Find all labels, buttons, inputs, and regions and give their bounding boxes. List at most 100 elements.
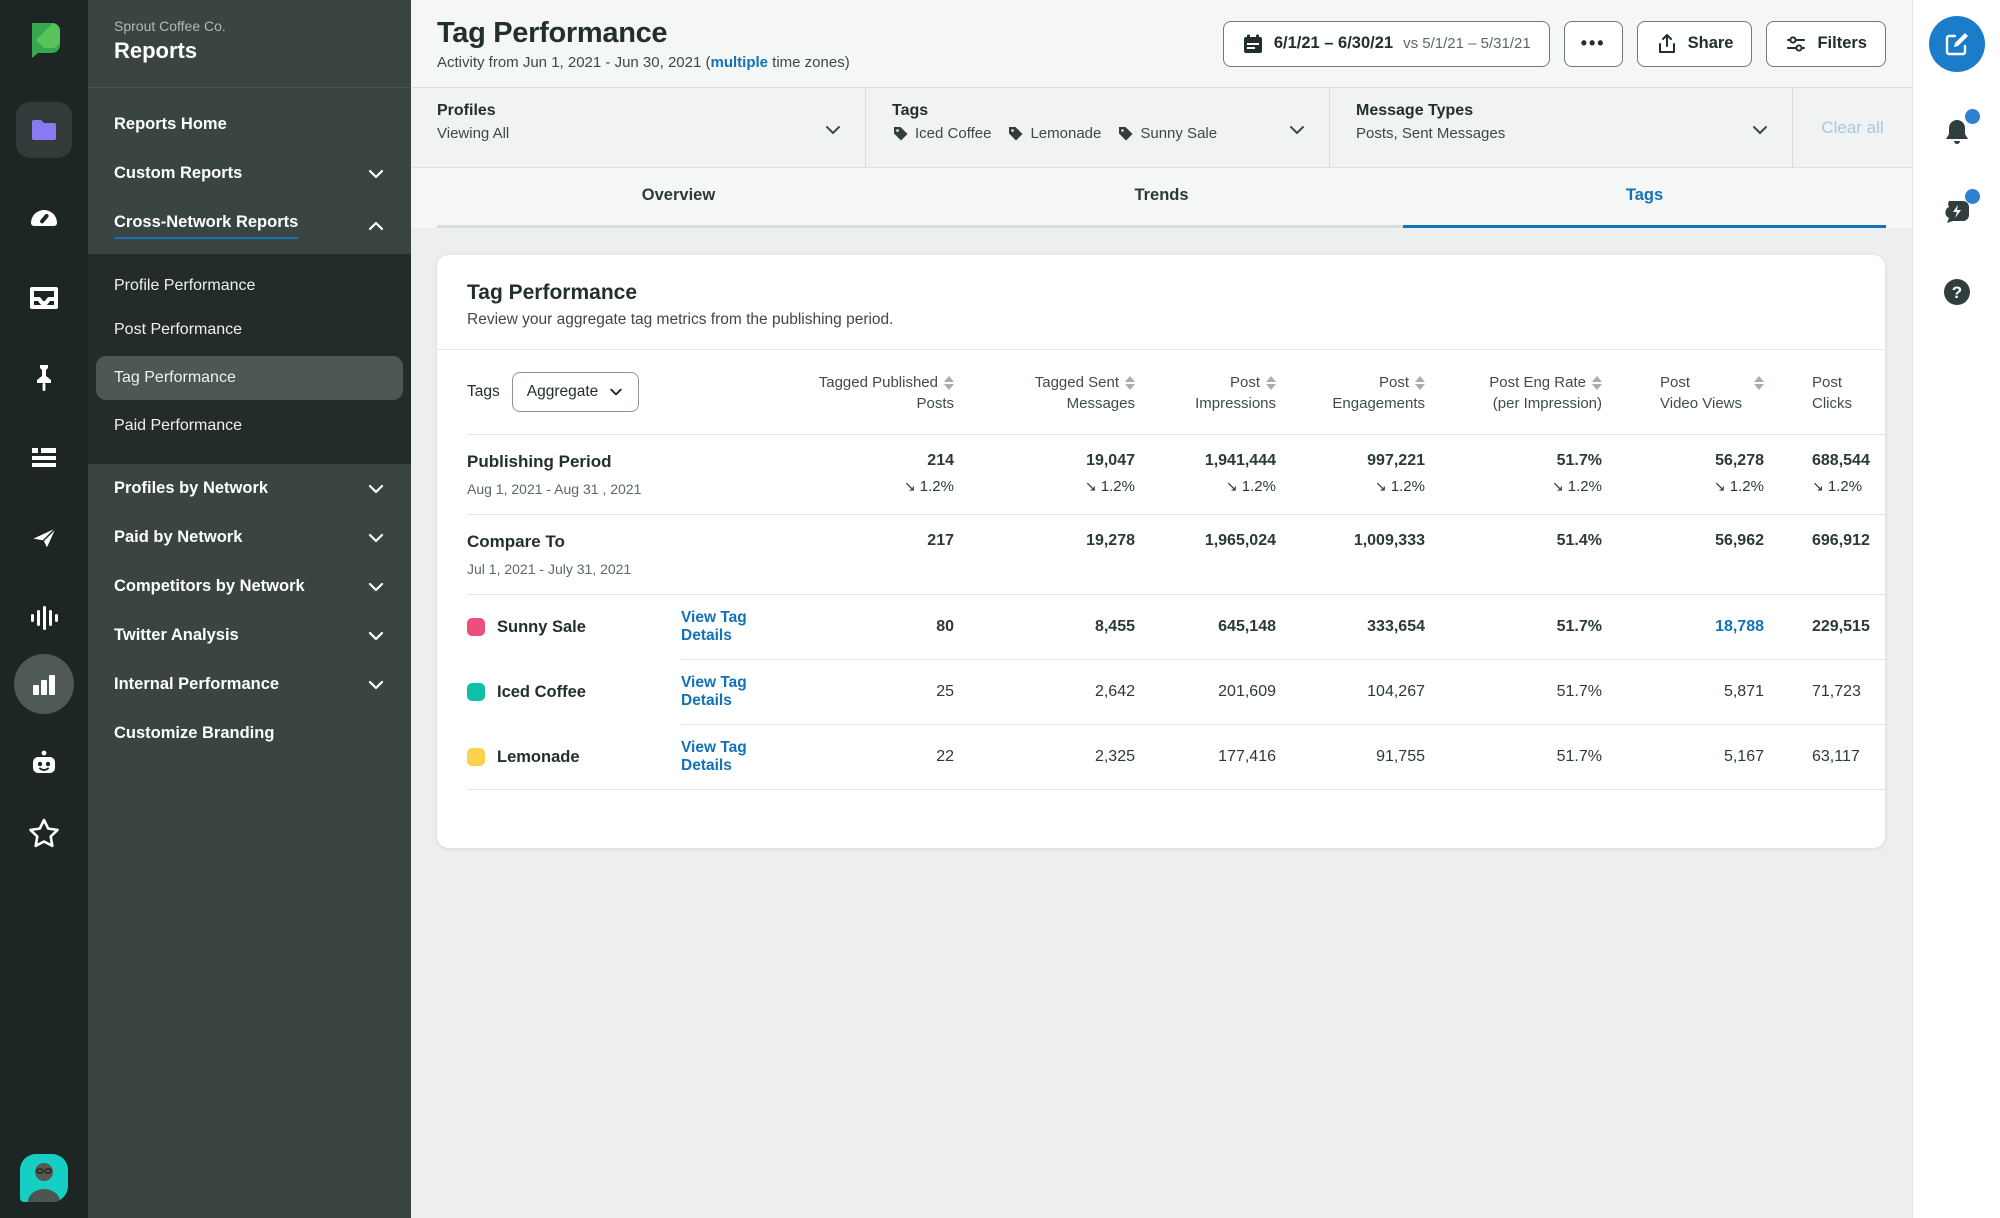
reports-bar-chart-button[interactable] xyxy=(14,654,74,714)
view-tag-details-link[interactable]: View Tag Details xyxy=(681,739,747,774)
ellipsis-icon: ••• xyxy=(1580,33,1606,53)
sort-icon[interactable] xyxy=(1415,375,1425,390)
sidebar-title: Reports xyxy=(114,38,198,63)
trend-down-icon: ↘ xyxy=(1713,478,1726,494)
aggregate-select[interactable]: Aggregate xyxy=(511,372,640,412)
sprout-logo-icon[interactable] xyxy=(21,16,67,62)
sidebar-nav: Reports Home Custom Reports Cross-Networ… xyxy=(88,88,411,758)
column-header-post-eng-rate[interactable]: Post Eng Rate (per Impression) xyxy=(1489,374,1602,412)
clear-all-button[interactable]: Clear all xyxy=(1821,117,1884,137)
feeds-list-icon[interactable] xyxy=(24,438,64,478)
table-header-row: Tags Aggregate Tagged Published Posts xyxy=(437,350,1885,434)
sidebar-item-cross-network-reports[interactable]: Cross-Network Reports xyxy=(88,198,411,254)
star-icon[interactable] xyxy=(24,814,64,854)
sidebar-item-custom-reports[interactable]: Custom Reports xyxy=(88,149,411,198)
submenu-item-paid-performance[interactable]: Paid Performance xyxy=(114,417,243,434)
submenu-item-profile-performance[interactable]: Profile Performance xyxy=(114,277,256,294)
tag-icon xyxy=(1119,127,1133,141)
tag-row-iced-coffee: Iced Coffee View Tag Details 25 2,642 20… xyxy=(437,660,1885,724)
user-avatar[interactable] xyxy=(20,1154,68,1202)
column-header-post-impressions[interactable]: Post Impressions xyxy=(1195,374,1276,412)
column-header-post-engagements[interactable]: Post Engagements xyxy=(1332,374,1425,412)
row-divider xyxy=(467,789,1885,790)
view-tag-details-link[interactable]: View Tag Details xyxy=(681,674,747,709)
share-icon xyxy=(1658,33,1675,53)
sidebar-item-paid-by-network[interactable]: Paid by Network xyxy=(88,513,411,562)
metric-cell: 63,117 xyxy=(1812,748,1860,765)
profiles-filter[interactable]: Profiles Viewing All xyxy=(411,88,866,167)
metric-cell: 51.7% xyxy=(1556,618,1602,635)
metric-cell: 997,221 ↘ 1.2% xyxy=(1367,452,1425,495)
row-label: Publishing Period Aug 1, 2021 - Aug 31 ,… xyxy=(467,452,642,497)
row-divider xyxy=(467,434,1885,435)
multiple-timezones-link[interactable]: multiple xyxy=(710,53,768,71)
metric-cell: 8,455 xyxy=(1094,618,1135,635)
sidebar-item-twitter-analysis[interactable]: Twitter Analysis xyxy=(88,611,411,660)
sort-icon[interactable] xyxy=(1125,375,1135,390)
column-header-tagged-sent-messages[interactable]: Tagged Sent Messages xyxy=(1034,374,1135,412)
whats-new-button[interactable] xyxy=(1937,189,1980,232)
metric-cell: 2,642 xyxy=(1094,683,1135,700)
trend-down-icon: ↘ xyxy=(1084,478,1097,494)
header-actions: 6/1/21 – 6/30/21 vs 5/1/21 – 5/31/21 •••… xyxy=(1222,20,1886,67)
notifications-button[interactable] xyxy=(1937,109,1980,152)
sidebar-item-reports-home[interactable]: Reports Home xyxy=(114,115,227,133)
metric-cell: 51.7% ↘ 1.2% xyxy=(1551,452,1602,495)
submenu-item-post-performance[interactable]: Post Performance xyxy=(114,321,243,338)
help-button[interactable]: ? xyxy=(1937,272,1977,312)
video-views-link[interactable]: 18,788 xyxy=(1715,618,1764,635)
metric-cell: 214 ↘ 1.2% xyxy=(903,452,954,495)
card-header: Tag Performance Review your aggregate ta… xyxy=(437,255,1885,350)
dashboard-gauge-icon[interactable] xyxy=(24,198,64,238)
sort-icon[interactable] xyxy=(1754,375,1764,390)
sort-icon[interactable] xyxy=(944,375,954,390)
tab-tags[interactable]: Tags xyxy=(1403,168,1886,228)
details-cell: View Tag Details xyxy=(681,609,801,645)
tags-control-label: Tags xyxy=(467,383,500,400)
filters-button[interactable]: Filters xyxy=(1766,20,1886,67)
tag-chip: Sunny Sale xyxy=(1117,125,1217,142)
sort-icon[interactable] xyxy=(1592,375,1602,390)
metric-cell: 19,278 xyxy=(1086,532,1135,549)
tags-filter[interactable]: Tags Iced Coffee Lemonade Sunny Sale xyxy=(866,88,1330,167)
sidebar-item-competitors-by-network[interactable]: Competitors by Network xyxy=(88,562,411,611)
column-header-tagged-published-posts[interactable]: Tagged Published Posts xyxy=(818,374,954,412)
metric-cell: 19,047 ↘ 1.2% xyxy=(1084,452,1135,495)
svg-text:?: ? xyxy=(1951,283,1961,302)
publishing-paper-plane-icon[interactable] xyxy=(24,518,64,558)
row-label: Compare To Jul 1, 2021 - July 31, 2021 xyxy=(467,532,632,577)
column-header-post-clicks[interactable]: Post Clicks xyxy=(1812,374,1852,412)
bot-icon[interactable] xyxy=(24,744,64,784)
view-tag-details-link[interactable]: View Tag Details xyxy=(681,609,747,644)
listening-wave-icon[interactable] xyxy=(24,598,64,638)
sidebar-item-profiles-by-network[interactable]: Profiles by Network xyxy=(88,464,411,513)
share-button[interactable]: Share xyxy=(1636,20,1753,67)
date-range-button[interactable]: 6/1/21 – 6/30/21 vs 5/1/21 – 5/31/21 xyxy=(1222,20,1550,67)
inbox-icon[interactable] xyxy=(24,278,64,318)
message-types-filter[interactable]: Message Types Posts, Sent Messages xyxy=(1330,88,1793,167)
metric-cell: 51.7% xyxy=(1556,748,1602,765)
tag-color-swatch xyxy=(467,683,485,701)
chevron-down-icon xyxy=(610,388,623,396)
chevron-down-icon xyxy=(1290,126,1304,134)
metric-cell: 91,755 xyxy=(1376,748,1425,765)
tag-name: Sunny Sale xyxy=(467,618,681,637)
column-header-post-video-views[interactable]: Post Video Views xyxy=(1642,372,1804,414)
tab-overview[interactable]: Overview xyxy=(437,168,920,228)
profiles-filter-value: Viewing All xyxy=(437,125,510,142)
sort-icon[interactable] xyxy=(1266,375,1276,390)
pin-icon[interactable] xyxy=(24,358,64,398)
sidebar-item-customize-branding[interactable]: Customize Branding xyxy=(114,724,275,742)
details-cell: View Tag Details xyxy=(681,674,801,710)
more-options-button[interactable]: ••• xyxy=(1563,20,1623,67)
compose-button[interactable] xyxy=(1928,16,1985,72)
tab-trends[interactable]: Trends xyxy=(920,168,1403,228)
trend-down-icon: ↘ xyxy=(1812,478,1824,494)
metric-cell: 1,009,333 xyxy=(1353,532,1425,549)
filters-sliders-icon xyxy=(1787,35,1806,52)
sidebar-item-internal-performance[interactable]: Internal Performance xyxy=(88,660,411,709)
table-controls: Tags Aggregate xyxy=(467,372,801,412)
submenu-item-tag-performance[interactable]: Tag Performance xyxy=(96,356,403,400)
folder-nav-button[interactable] xyxy=(16,102,72,158)
